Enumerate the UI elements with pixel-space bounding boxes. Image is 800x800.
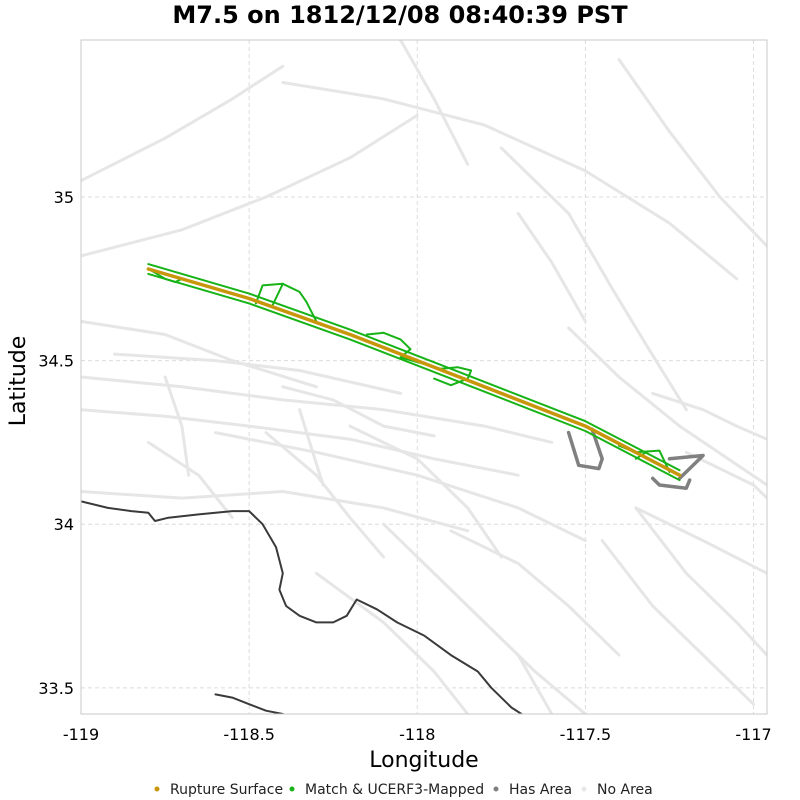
y-axis-ticks: 35 34.5 34 33.5 <box>38 188 74 698</box>
no-area-fault <box>298 408 325 487</box>
match-ucerf3-fault <box>147 263 681 472</box>
x-axis-ticks: -119 -118.5 -118 -117.5 -117 <box>63 725 772 744</box>
legend-marker <box>289 786 295 792</box>
no-area-fault <box>281 385 436 438</box>
coastline <box>81 500 523 714</box>
no-area-fault <box>600 539 755 706</box>
legend: Rupture Surface Match & UCERF3-Mapped Has … <box>154 782 653 798</box>
no-area-fault <box>399 40 470 166</box>
match-ucerf3-fault <box>147 272 681 482</box>
has-area-fault <box>650 476 692 490</box>
has-area-fault <box>667 453 705 481</box>
no-area-fault <box>634 506 767 575</box>
no-area-fault <box>113 352 402 395</box>
no-area-fault <box>415 555 554 714</box>
no-area-fault <box>348 424 503 559</box>
plot-frame <box>80 39 768 715</box>
no-area-fault <box>567 326 767 487</box>
y-tick-label: 35 <box>54 188 74 207</box>
legend-marker <box>154 786 160 792</box>
no-area-fault <box>81 490 470 533</box>
x-axis-label: Longitude <box>369 748 478 773</box>
match-ucerf3-fault <box>254 282 318 323</box>
no-area-fault <box>81 408 520 477</box>
y-tick-label: 34.5 <box>38 352 74 371</box>
match-ucerf3-fault <box>150 269 183 284</box>
no-area-fault <box>634 506 767 657</box>
no-area-fault <box>81 64 285 183</box>
legend-marker <box>581 786 587 792</box>
y-tick-label: 33.5 <box>38 679 74 698</box>
match-ucerf3-fault <box>365 331 425 365</box>
legend-label: Has Area <box>509 782 572 798</box>
x-tick-label: -118 <box>399 725 435 744</box>
no-area-fault <box>146 440 234 520</box>
plot-area <box>81 40 767 714</box>
no-area-fault <box>651 391 767 441</box>
y-tick-label: 34 <box>54 515 74 534</box>
rupture-surface-trace <box>146 267 682 477</box>
no-area-fault <box>499 146 688 412</box>
match-ucerf3-fault <box>271 282 284 306</box>
has-area-fault <box>566 427 604 471</box>
no-area-fault <box>314 571 470 714</box>
legend-label: Rupture Surface <box>170 782 283 798</box>
no-area-fault <box>281 81 739 281</box>
no-area-fault <box>81 375 554 444</box>
no-area-fault <box>617 58 767 248</box>
x-tick-label: -118.5 <box>223 725 275 744</box>
x-tick-label: -117.5 <box>560 725 612 744</box>
coastline <box>214 693 284 714</box>
chart-title: M7.5 on 1812/12/08 08:40:39 PST <box>172 1 628 29</box>
no-area-fault <box>684 450 767 500</box>
legend-marker <box>493 786 499 792</box>
legend-label: No Area <box>597 782 653 798</box>
no-area-fault <box>81 113 419 258</box>
x-tick-label: -117 <box>735 725 771 744</box>
x-tick-label: -119 <box>63 725 99 744</box>
no-area-fault <box>264 431 386 559</box>
no-area-fault <box>163 375 191 477</box>
legend-label: Match & UCERF3-Mapped <box>305 782 484 798</box>
no-area-fault <box>449 529 621 657</box>
no-area-fault <box>81 319 318 389</box>
no-area-fault <box>516 211 587 323</box>
y-axis-label: Latitude <box>6 336 31 427</box>
